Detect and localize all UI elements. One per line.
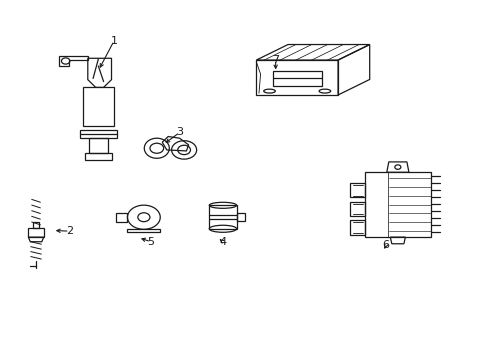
Text: 4: 4	[219, 237, 226, 247]
Text: 3: 3	[176, 127, 183, 138]
Text: 5: 5	[147, 237, 154, 247]
Text: 2: 2	[66, 226, 73, 236]
Text: 6: 6	[382, 240, 388, 250]
Text: 7: 7	[271, 55, 279, 65]
Text: 1: 1	[110, 36, 118, 46]
